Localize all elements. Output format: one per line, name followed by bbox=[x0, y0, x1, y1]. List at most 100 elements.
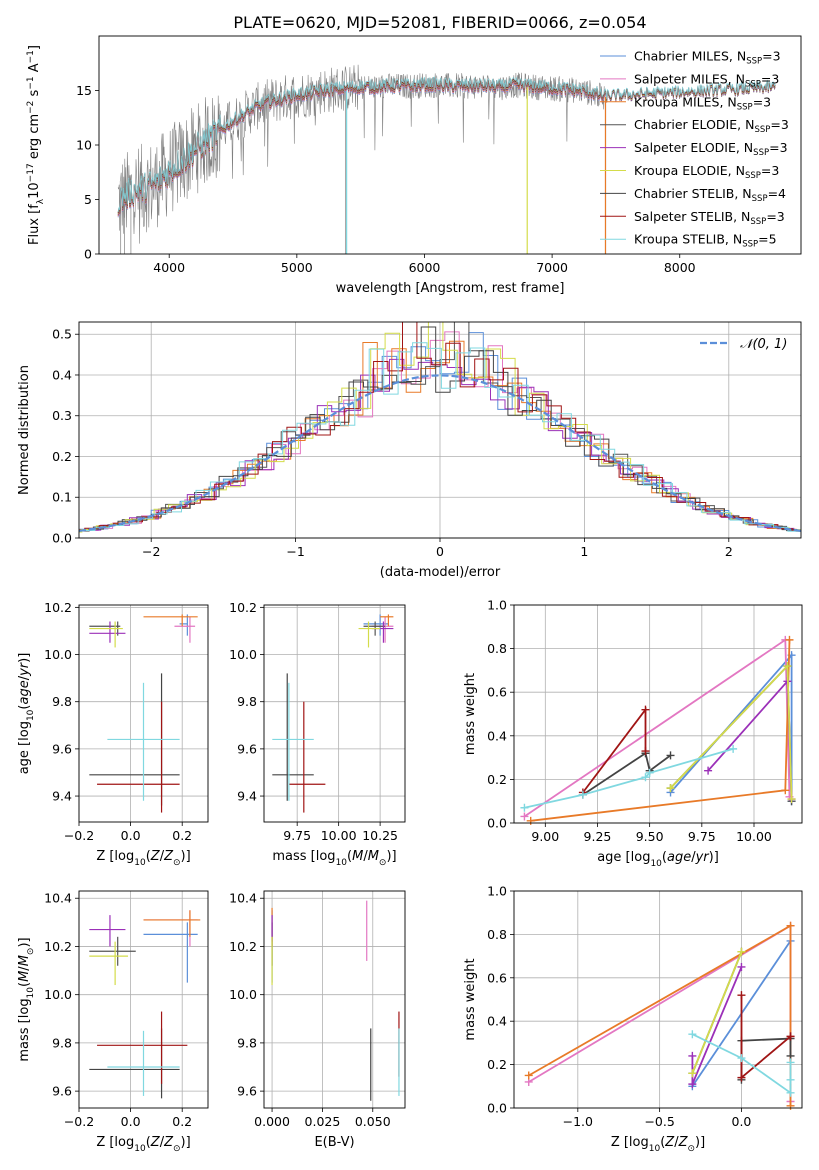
y-tick-label: 10.2 bbox=[44, 600, 72, 615]
x-axis-label: mass [log10(M/M⊙)] bbox=[272, 849, 396, 868]
y-tick-label: 0.0 bbox=[52, 531, 72, 546]
x-tick-label: 0.050 bbox=[355, 1114, 391, 1129]
y-tick-label: 0.6 bbox=[487, 970, 507, 985]
y-tick-label: 0.2 bbox=[52, 449, 72, 464]
weight-marker bbox=[786, 921, 795, 930]
weight-marker bbox=[641, 773, 650, 782]
weight-marker bbox=[781, 786, 790, 795]
y-tick-label: 10.2 bbox=[229, 600, 257, 615]
legend-label: Chabrier ELODIE, NSSP=3 bbox=[634, 117, 789, 135]
x-tick-label: 0.2 bbox=[172, 828, 192, 843]
y-tick-label: 9.4 bbox=[237, 789, 257, 804]
weight-marker bbox=[785, 635, 794, 644]
normal-distribution-curve bbox=[79, 374, 801, 532]
weight-marker bbox=[645, 768, 654, 777]
y-tick-label: 0.1 bbox=[52, 490, 72, 505]
axes-frame bbox=[513, 604, 803, 824]
legend-label: Kroupa ELODIE, NSSP=3 bbox=[634, 163, 779, 181]
weight-marker bbox=[704, 766, 713, 775]
x-tick-label: −0.2 bbox=[64, 828, 94, 843]
y-tick-label: 0.0 bbox=[487, 1101, 507, 1116]
weight-series bbox=[520, 744, 738, 812]
mass-weight-vs-age-panel: 9.00 9.25 9.50 9.75 10.00 0.0 0.2 0.4 0.6 0.8 1.0 a… bbox=[463, 598, 803, 869]
data-point bbox=[89, 621, 126, 643]
weight-marker bbox=[641, 747, 650, 756]
y-tick-label: 9.8 bbox=[237, 1035, 257, 1050]
y-tick-label: 10.2 bbox=[229, 939, 257, 954]
data-point bbox=[107, 682, 180, 801]
y-tick-label: 9.6 bbox=[52, 741, 72, 756]
y-tick-label: 10 bbox=[76, 138, 92, 153]
x-tick-label: 0 bbox=[436, 544, 444, 559]
legend-label: Salpeter MILES, NSSP=3 bbox=[634, 71, 779, 89]
x-tick-label: 1 bbox=[580, 544, 588, 559]
y-tick-label: 0.4 bbox=[52, 367, 72, 382]
data-point bbox=[363, 614, 389, 636]
legend-entry: Kroupa STELIB, NSSP=5 bbox=[600, 232, 777, 250]
y-tick-label: 0.3 bbox=[52, 408, 72, 423]
x-tick-label: 2 bbox=[725, 544, 733, 559]
legend-label: 𝒩(0, 1) bbox=[740, 337, 787, 352]
weight-line bbox=[582, 751, 672, 796]
weight-marker bbox=[688, 1069, 697, 1078]
axes-frame bbox=[263, 890, 406, 1109]
x-tick-label: −1 bbox=[286, 544, 304, 559]
legend-label: Chabrier MILES, NSSP=3 bbox=[634, 49, 781, 67]
y-axis-label: mass weight bbox=[463, 673, 478, 755]
weight-series bbox=[688, 1030, 795, 1097]
data-point bbox=[143, 614, 198, 627]
spectrum-plot-area bbox=[117, 64, 776, 254]
weight-marker bbox=[688, 1080, 697, 1089]
data-point bbox=[288, 701, 326, 813]
y-tick-label: 10.0 bbox=[44, 987, 72, 1002]
axes-frame bbox=[78, 604, 209, 823]
x-axis-label: age [log10(age/yr)] bbox=[597, 850, 719, 869]
y-tick-label: 0 bbox=[84, 247, 92, 262]
weight-marker bbox=[737, 962, 746, 971]
y-tick-label: 0.4 bbox=[487, 728, 507, 743]
data-point bbox=[174, 616, 196, 643]
weight-marker bbox=[666, 784, 675, 793]
x-axis-label: Z [log10(Z/Z⊙)] bbox=[611, 1135, 705, 1154]
residual-histogram-panel: −2 −1 0 1 2 0.0 0.1 0.2 0.3 0.4 0.5 (data-model)/er… bbox=[17, 321, 802, 580]
weight-marker bbox=[737, 991, 746, 1000]
weight-marker bbox=[783, 662, 792, 671]
age-vs-metallicity-panel: −0.2 0.0 0.2 9.4 9.6 9.8 10.0 10.2 Z [log10(Z/Z⊙… bbox=[17, 600, 209, 868]
y-tick-label: 9.4 bbox=[52, 789, 72, 804]
legend-label: Kroupa MILES, NSSP=3 bbox=[634, 94, 771, 112]
y-tick-label: 15 bbox=[76, 83, 92, 98]
axes-frame bbox=[78, 890, 209, 1109]
x-axis-label: Z [log10(Z/Z⊙)] bbox=[96, 849, 190, 868]
age-vs-mass-panel: 9.75 10.00 10.25 9.4 9.6 9.8 10.0 10.2 mass [log… bbox=[229, 600, 406, 868]
x-tick-label: 9.75 bbox=[283, 828, 311, 843]
x-tick-label: −2 bbox=[142, 544, 160, 559]
x-tick-label: 9.25 bbox=[584, 829, 612, 844]
y-axis-label: age [log10(age/yr)] bbox=[17, 653, 36, 775]
weight-marker bbox=[520, 803, 529, 812]
spectrum-panel: 4000 5000 6000 7000 8000 0 5 10 15 wavelength [An… bbox=[26, 35, 802, 296]
y-tick-label: 1.0 bbox=[487, 884, 507, 899]
histogram-series bbox=[79, 358, 801, 532]
x-tick-label: 10.00 bbox=[736, 829, 772, 844]
weight-marker bbox=[786, 1088, 795, 1097]
weight-marker bbox=[578, 790, 587, 799]
x-tick-label: 0.2 bbox=[172, 1114, 192, 1129]
mass-vs-metallicity-panel: −0.2 0.0 0.2 9.6 9.8 10.0 10.2 10.4 Z [log10(Z/Z… bbox=[17, 890, 209, 1154]
x-tick-label: 0.0 bbox=[732, 1114, 752, 1129]
legend-entry: 𝒩(0, 1) bbox=[700, 337, 787, 352]
weight-marker bbox=[641, 705, 650, 714]
y-tick-label: 0.6 bbox=[487, 685, 507, 700]
legend-entry: Kroupa MILES, NSSP=3 bbox=[600, 94, 771, 112]
figure-title: PLATE=0620, MJD=52081, FIBERID=0066, z=0… bbox=[233, 13, 646, 32]
mass-weight-vs-metallicity-panel: −1.0 −0.5 0.0 0.0 0.2 0.4 0.6 0.8 1.0 Z [log10(Z/… bbox=[463, 884, 803, 1154]
legend-label: Salpeter STELIB, NSSP=3 bbox=[634, 209, 785, 227]
data-point bbox=[89, 941, 129, 986]
y-tick-label: 0.2 bbox=[487, 1057, 507, 1072]
x-tick-label: 9.00 bbox=[531, 829, 559, 844]
x-tick-label: 5000 bbox=[281, 260, 313, 275]
y-axis-label: Flux [fλ10−17 erg cm−2 s−1 A−1] bbox=[26, 45, 46, 245]
data-point bbox=[89, 915, 126, 947]
x-tick-label: 0.025 bbox=[305, 1114, 341, 1129]
legend-entry: Kroupa ELODIE, NSSP=3 bbox=[600, 163, 779, 181]
